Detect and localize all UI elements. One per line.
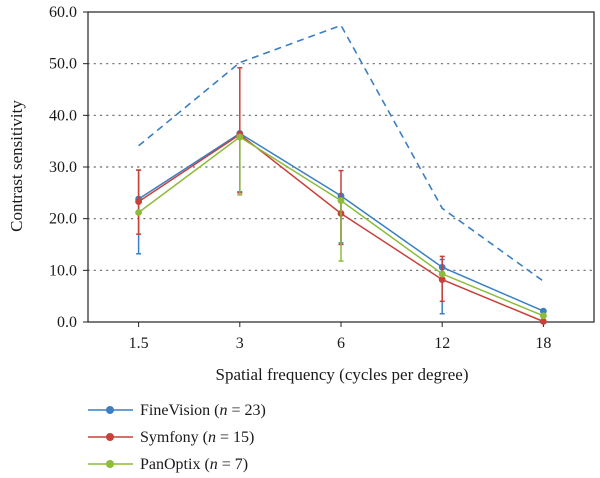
data-point: [236, 133, 244, 141]
data-point: [135, 198, 143, 206]
x-tick-label: 12: [434, 335, 450, 352]
legend-item: FineVision (n = 23): [88, 402, 266, 419]
legend-label: FineVision (n = 23): [140, 402, 266, 419]
y-tick-label: 40.0: [49, 107, 77, 124]
data-point: [135, 209, 143, 216]
x-tick-label: 6: [337, 335, 345, 352]
gridlines: [87, 63, 595, 271]
y-tick-label: 10.0: [49, 262, 77, 279]
data-point: [540, 307, 547, 315]
series-line-dashed: [138, 24, 544, 282]
legend-marker: [106, 460, 114, 468]
series-layer: [135, 24, 547, 325]
legend-label: Symfony (n = 15): [140, 429, 254, 446]
data-point: [540, 312, 547, 320]
y-tick-label: 0.0: [57, 314, 77, 331]
legend-marker: [106, 406, 114, 414]
data-point: [540, 318, 547, 325]
y-tick-label: 30.0: [49, 159, 77, 176]
legend-item: PanOptix (n = 7): [88, 456, 248, 473]
legend-marker: [106, 433, 114, 441]
legend-item: Symfony (n = 15): [88, 429, 254, 446]
y-tick-label: 60.0: [49, 4, 77, 21]
x-tick-label: 3: [236, 335, 244, 352]
x-tick-label: 1.5: [129, 335, 149, 352]
y-axis: 0.0 10.0 20.0 30.0 40.0 50.0 60.0: [49, 4, 88, 331]
legend-label: PanOptix (n = 7): [140, 456, 248, 473]
y-tick-label: 20.0: [49, 211, 77, 228]
data-point: [438, 276, 446, 284]
x-tick-label: 18: [535, 335, 551, 352]
legend: FineVision (n = 23) Symfony (n = 15) PanOp…: [88, 402, 266, 473]
y-axis-title: Contrast sensitivity: [7, 100, 26, 232]
x-axis-title: Spatial frequency (cycles per degree): [216, 365, 469, 384]
series-2: [135, 133, 547, 320]
y-tick-label: 50.0: [49, 56, 77, 73]
data-point: [438, 270, 446, 278]
series-3: [138, 24, 544, 282]
data-point: [337, 197, 345, 204]
x-axis: 1.5 3 6 12 18: [129, 322, 551, 352]
